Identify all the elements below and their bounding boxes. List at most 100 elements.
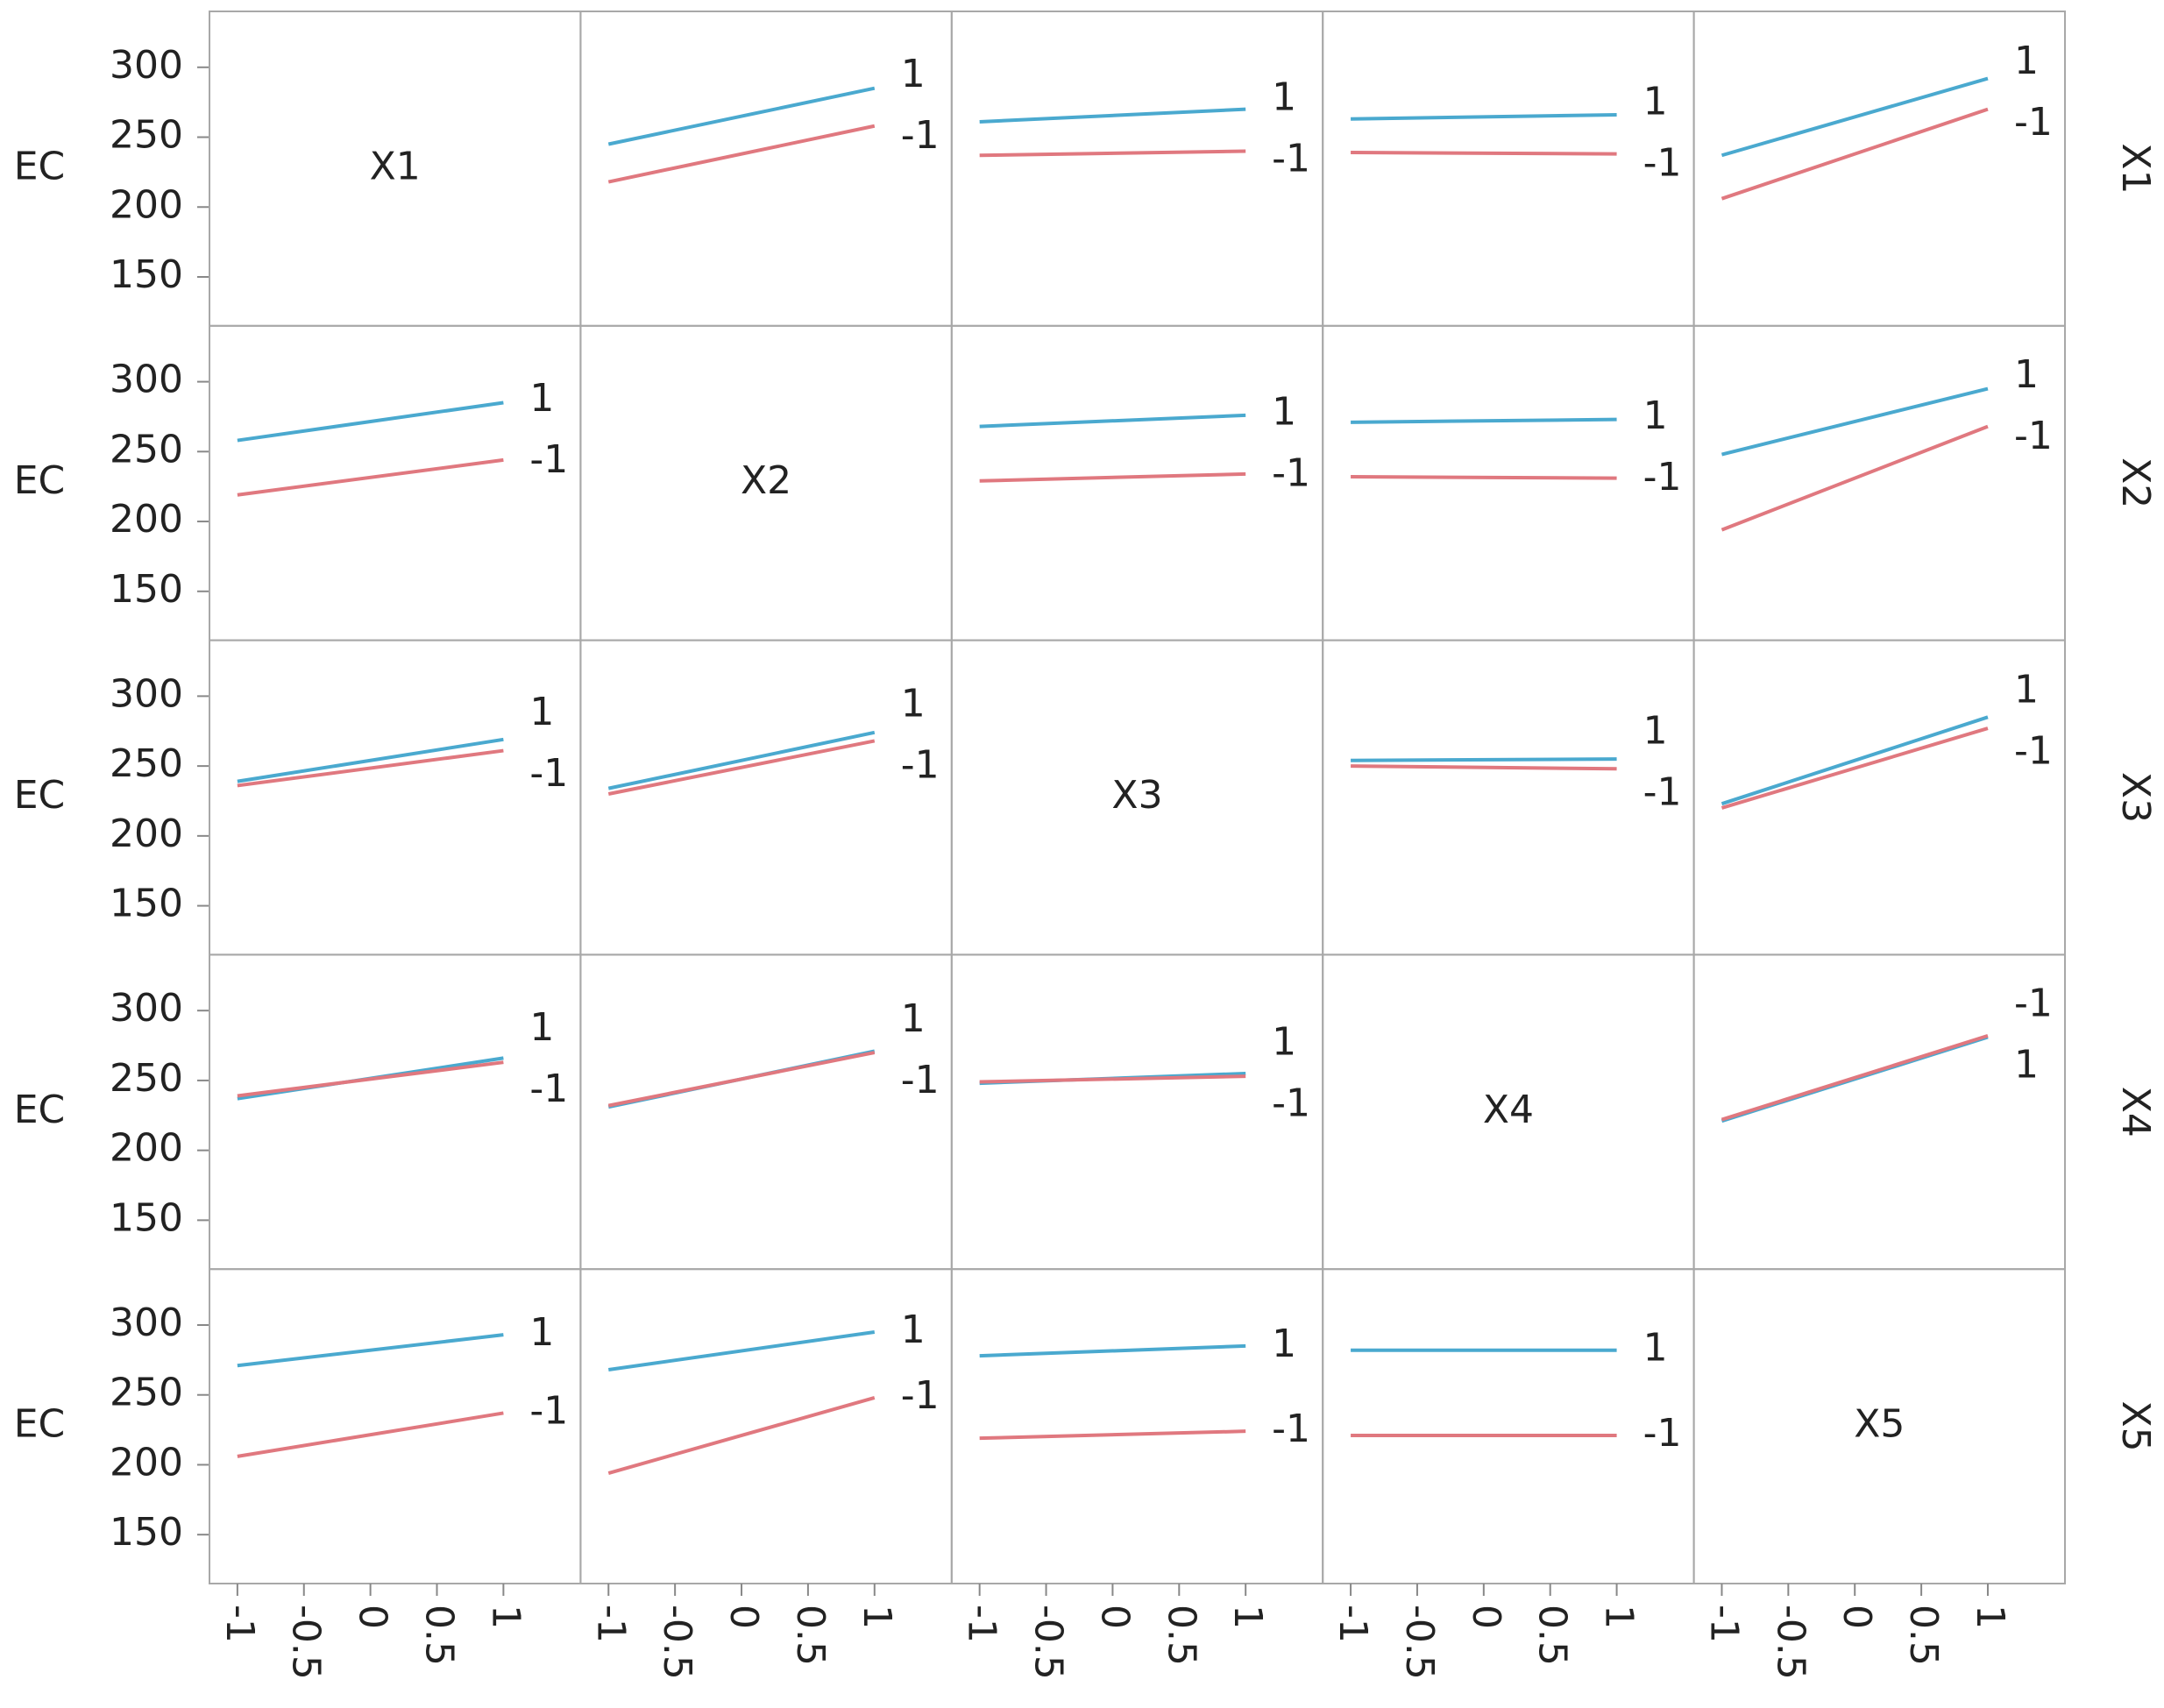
- series-label: 1: [1272, 389, 1296, 434]
- panel-frame: [209, 639, 582, 956]
- interaction-line: [979, 149, 1246, 158]
- panel-frame: [1692, 639, 2066, 956]
- row-factor-label: X4: [2113, 1087, 2158, 1137]
- interaction-line: [607, 86, 876, 146]
- panel-frame: [1322, 639, 1695, 956]
- x-tick-label: -1: [1330, 1605, 1375, 1643]
- interaction-line: [1721, 424, 1989, 532]
- panel-frame: [579, 639, 953, 956]
- row-factor-label: X1: [2113, 143, 2158, 194]
- x-tick-label: 1: [1968, 1605, 2012, 1629]
- interaction-line: [607, 1051, 876, 1108]
- interaction-line: [237, 400, 504, 443]
- series-label: -1: [1643, 770, 1682, 815]
- panel-frame: [209, 953, 582, 1271]
- series-label: -1: [901, 1373, 940, 1418]
- series-label: -1: [529, 1388, 568, 1433]
- series-label: 1: [1643, 79, 1668, 124]
- x-tick-label: 1: [1597, 1605, 1642, 1629]
- y-tick-label: 250: [110, 113, 183, 158]
- series-label: 1: [1643, 393, 1668, 438]
- series-label: 1: [1643, 709, 1668, 754]
- interaction-line: [1351, 757, 1617, 762]
- x-tick-label: -1: [1701, 1605, 1746, 1643]
- interaction-line: [607, 1329, 876, 1372]
- series-label: 1: [901, 996, 926, 1041]
- interaction-line: [979, 413, 1246, 429]
- x-tick-label: 0: [721, 1605, 766, 1629]
- series-label: -1: [529, 437, 568, 482]
- row-factor-label: X3: [2113, 772, 2158, 823]
- diagonal-factor-label: X1: [370, 144, 421, 188]
- interaction-line: [1721, 726, 1989, 810]
- series-label: 1: [2014, 668, 2039, 712]
- y-tick-label: 200: [110, 497, 183, 542]
- series-label: 1: [529, 1310, 554, 1355]
- interaction-line: [1351, 417, 1617, 424]
- series-label: -1: [1272, 1407, 1310, 1451]
- y-tick-label: 250: [110, 741, 183, 786]
- y-axis-label: EC: [14, 773, 66, 818]
- series-label: -1: [2014, 100, 2053, 145]
- series-label: -1: [2014, 729, 2053, 774]
- interaction-line: [1351, 764, 1617, 771]
- series-label: 1: [1272, 75, 1296, 120]
- x-tick-label: -0.5: [655, 1605, 699, 1680]
- y-tick-label: 200: [110, 1440, 183, 1485]
- panel-frame: [950, 1268, 1324, 1584]
- series-label: 1: [901, 1308, 926, 1352]
- x-tick-label: -1: [217, 1605, 262, 1643]
- interaction-line: [1721, 76, 1989, 158]
- interaction-line: [237, 1333, 504, 1368]
- interaction-line: [607, 730, 876, 790]
- y-tick-label: 300: [110, 358, 183, 402]
- x-tick-label: 0: [1834, 1605, 1879, 1629]
- y-tick-label: 250: [110, 1371, 183, 1415]
- y-tick-label: 150: [110, 882, 183, 926]
- y-tick-label: 150: [110, 567, 183, 612]
- interaction-line: [607, 124, 876, 184]
- y-tick-label: 200: [110, 811, 183, 856]
- y-tick-label: 300: [110, 43, 183, 88]
- y-axis-label: EC: [14, 1088, 66, 1132]
- row-factor-label: X5: [2113, 1401, 2158, 1452]
- y-tick-label: 150: [110, 252, 183, 297]
- interaction-line: [1721, 1033, 1989, 1122]
- panel-frame: [950, 953, 1324, 1271]
- interaction-line: [979, 1429, 1246, 1441]
- y-tick-label: 150: [110, 1510, 183, 1555]
- series-label: 1: [529, 376, 554, 421]
- x-tick-label: 0: [1464, 1605, 1508, 1629]
- series-label: -1: [901, 1058, 940, 1102]
- x-tick-label: -1: [588, 1605, 633, 1643]
- y-tick-label: 300: [110, 671, 183, 716]
- x-tick-label: 0.5: [1159, 1605, 1203, 1666]
- series-label: 1: [901, 682, 926, 726]
- series-label: 1: [2014, 39, 2039, 83]
- y-tick-label: 300: [110, 1300, 183, 1345]
- diagonal-factor-label: X3: [1111, 773, 1162, 818]
- series-label: -1: [1643, 455, 1682, 500]
- panel-frame: [579, 1268, 953, 1584]
- series-label: 1: [1272, 1322, 1296, 1366]
- series-label: 1: [2014, 352, 2039, 397]
- x-tick-label: -0.5: [1397, 1605, 1442, 1680]
- x-tick-label: -0.5: [1768, 1605, 1813, 1680]
- panel-frame: [1322, 324, 1695, 641]
- series-label: 1: [529, 1005, 554, 1050]
- x-tick-label: 0.5: [788, 1605, 833, 1666]
- interaction-line: [979, 107, 1246, 124]
- interaction-line: [607, 739, 876, 796]
- row-factor-label: X2: [2113, 457, 2158, 508]
- panel-frame: [579, 11, 953, 327]
- interaction-line: [237, 1060, 504, 1098]
- x-tick-label: 1: [1225, 1605, 1270, 1629]
- series-label: -1: [2014, 414, 2053, 458]
- series-label: -1: [1643, 140, 1682, 185]
- panel-frame: [1322, 11, 1695, 327]
- series-label: -1: [1272, 450, 1310, 495]
- interaction-line: [237, 457, 504, 497]
- interaction-line: [1351, 475, 1617, 480]
- x-tick-label: 0.5: [417, 1605, 462, 1666]
